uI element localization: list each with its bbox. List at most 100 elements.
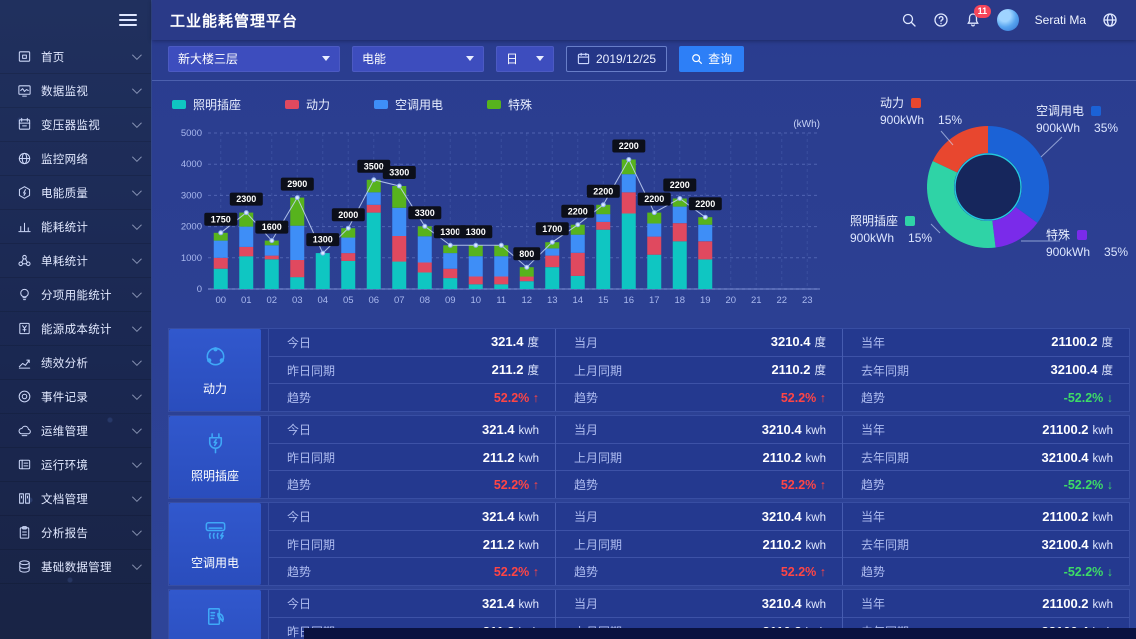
svg-text:02: 02 bbox=[266, 295, 277, 306]
sidebar-item-subentry-energy-stats[interactable]: 分项用能统计 bbox=[0, 278, 151, 312]
user-name[interactable]: Serati Ma bbox=[1034, 13, 1086, 27]
bar-chart-icon bbox=[16, 219, 32, 235]
header-actions: 11 Serati Ma bbox=[901, 5, 1118, 31]
chevron-down-icon bbox=[322, 56, 330, 61]
cell-label: 昨日同期 bbox=[287, 450, 336, 465]
sidebar-item-event-records[interactable]: 事件记录 bbox=[0, 380, 151, 414]
sidebar-item-label: 运行环境 bbox=[41, 459, 89, 472]
cell-unit: 度 bbox=[1101, 365, 1114, 377]
search-icon[interactable] bbox=[901, 12, 917, 28]
sidebar-item-base-data-management[interactable]: 基础数据管理 bbox=[0, 550, 151, 584]
stats-cell-趋势: 趋势 52.2% ↑ bbox=[556, 384, 842, 411]
legend-item-动力[interactable]: 动力 bbox=[285, 96, 330, 113]
sidebar-item-energy-stats[interactable]: 能耗统计 bbox=[0, 210, 151, 244]
stats-cell-当年: 当年 21100.2 kwh bbox=[843, 416, 1129, 444]
svg-text:3300: 3300 bbox=[415, 208, 435, 218]
sidebar-item-ops-management[interactable]: 运维管理 bbox=[0, 414, 151, 448]
date-picker[interactable]: 2019/12/25 bbox=[566, 45, 668, 72]
cell-value: 321.4 度 bbox=[490, 334, 540, 350]
cell-label: 昨日同期 bbox=[287, 537, 336, 552]
clipboard-icon bbox=[16, 525, 32, 541]
sidebar-item-transformer-monitor[interactable]: 变压器监视 bbox=[0, 108, 151, 142]
svg-text:1300: 1300 bbox=[466, 227, 486, 237]
language-globe-icon[interactable] bbox=[1102, 12, 1118, 28]
sidebar-item-unit-consumption-stats[interactable]: 单耗统计 bbox=[0, 244, 151, 278]
help-icon[interactable] bbox=[933, 12, 949, 28]
cost-icon bbox=[16, 321, 32, 337]
pie-label-ac: 空调用电 900kWh 35% bbox=[1036, 103, 1118, 137]
sidebar-item-power-quality[interactable]: 电能质量 bbox=[0, 176, 151, 210]
cell-label: 上月同期 bbox=[574, 450, 623, 465]
sidebar-item-home[interactable]: 首页 bbox=[0, 40, 151, 74]
cell-unit: 度 bbox=[527, 337, 540, 350]
pie-slice-value: 900kWh 15% bbox=[880, 113, 963, 127]
trend-value: 52.2% ↑ bbox=[493, 564, 539, 579]
sidebar-item-document-management[interactable]: 文档管理 bbox=[0, 482, 151, 516]
cell-label: 上月同期 bbox=[574, 363, 623, 378]
cell-label: 趋势 bbox=[574, 478, 599, 493]
legend-swatch bbox=[487, 99, 502, 109]
energy-type-select[interactable]: 电能 bbox=[352, 45, 484, 72]
stats-row-ac: 空调用电 今日 321.4 kwh 昨日同期 211.2 kwh 趋势 52.2% ↑ 当月 321… bbox=[168, 502, 1130, 586]
cell-label: 当月 bbox=[574, 335, 599, 350]
cell-unit: kwh bbox=[1092, 511, 1113, 524]
stats-tile-label: 动力 bbox=[202, 382, 227, 396]
cell-unit: kwh bbox=[1092, 452, 1113, 465]
sidebar-item-label: 运维管理 bbox=[41, 425, 89, 438]
chevron-down-icon bbox=[131, 356, 142, 367]
pie-slice-name: 照明插座 bbox=[850, 213, 932, 230]
sidebar-item-runtime-environment[interactable]: 运行环境 bbox=[0, 448, 151, 482]
cell-value: 321.4 kwh bbox=[482, 421, 539, 437]
sidebar-item-data-monitor[interactable]: 数据监视 bbox=[0, 74, 151, 108]
svg-text:11: 11 bbox=[496, 295, 506, 306]
date-value: 2019/12/25 bbox=[596, 51, 657, 66]
avatar[interactable] bbox=[996, 9, 1019, 31]
cell-unit: kwh bbox=[805, 539, 826, 552]
bar-chart-panel: 照明插座 动力 空调用电 特殊 0 1000 2000 3000 4000 5000 00 01 02… bbox=[168, 87, 840, 320]
chevron-down-icon bbox=[131, 254, 142, 265]
legend-item-特殊[interactable]: 特殊 bbox=[487, 96, 532, 113]
legend-label: 动力 bbox=[306, 97, 331, 112]
cell-value: 3210.4 kwh bbox=[761, 421, 826, 437]
stats-cell-当月: 当月 3210.4 度 bbox=[556, 329, 842, 357]
power-icon bbox=[202, 343, 229, 375]
sidebar-item-analysis-reports[interactable]: 分析报告 bbox=[0, 516, 151, 550]
stats-cell-当月: 当月 3210.4 kwh bbox=[556, 590, 842, 618]
svg-text:0: 0 bbox=[197, 284, 202, 295]
sidebar-item-label: 绩效分析 bbox=[41, 357, 89, 370]
sidebar-item-label: 监控网络 bbox=[41, 153, 89, 166]
svg-text:04: 04 bbox=[317, 295, 328, 306]
stats-groups: 今日 321.4 度昨日同期 211.2 度趋势 52.2% ↑ 当月 3210.4 度上月同期… bbox=[268, 329, 1129, 411]
legend-item-照明插座[interactable]: 照明插座 bbox=[172, 96, 241, 113]
cell-label: 当年 bbox=[861, 335, 886, 350]
sidebar-item-performance-analysis[interactable]: 绩效分析 bbox=[0, 346, 151, 380]
trend-value: 52.2% ↑ bbox=[780, 477, 826, 492]
notification-bell[interactable]: 11 bbox=[965, 5, 992, 28]
cell-unit: kwh bbox=[518, 511, 539, 524]
bar-chart-legend: 照明插座 动力 空调用电 特殊 bbox=[172, 93, 840, 115]
stats-cell-趋势: 趋势 -52.2% ↓ bbox=[843, 558, 1129, 585]
cell-value: 3210.4 度 bbox=[770, 334, 826, 350]
stats-group: 当月 3210.4 度上月同期 2110.2 度趋势 52.2% ↑ bbox=[555, 329, 842, 411]
query-button[interactable]: 查询 bbox=[679, 45, 745, 72]
stats-cell-趋势: 趋势 52.2% ↑ bbox=[269, 558, 555, 585]
svg-text:1750: 1750 bbox=[211, 214, 231, 224]
sidebar-item-network-monitor[interactable]: 监控网络 bbox=[0, 142, 151, 176]
menu-toggle-icon[interactable] bbox=[119, 14, 137, 26]
cell-value: 3210.4 kwh bbox=[761, 508, 826, 524]
stats-cell-趋势: 趋势 -52.2% ↓ bbox=[843, 384, 1129, 411]
sidebar-item-energy-cost-stats[interactable]: 能源成本统计 bbox=[0, 312, 151, 346]
svg-text:06: 06 bbox=[368, 295, 379, 306]
pie-swatch bbox=[1077, 230, 1088, 240]
pie-slice-value: 900kWh 35% bbox=[1046, 245, 1129, 259]
svg-text:18: 18 bbox=[674, 295, 685, 306]
legend-item-空调用电[interactable]: 空调用电 bbox=[374, 96, 443, 113]
cell-value: 21100.2 kwh bbox=[1042, 508, 1113, 524]
chevron-down-icon bbox=[131, 526, 142, 537]
building-select[interactable]: 新大楼三层 bbox=[168, 45, 340, 72]
period-select[interactable]: 日 bbox=[496, 45, 554, 72]
stats-row-lighting: 照明插座 今日 321.4 kwh 昨日同期 211.2 kwh 趋势 52.2% ↑ 当月 321… bbox=[168, 415, 1130, 499]
